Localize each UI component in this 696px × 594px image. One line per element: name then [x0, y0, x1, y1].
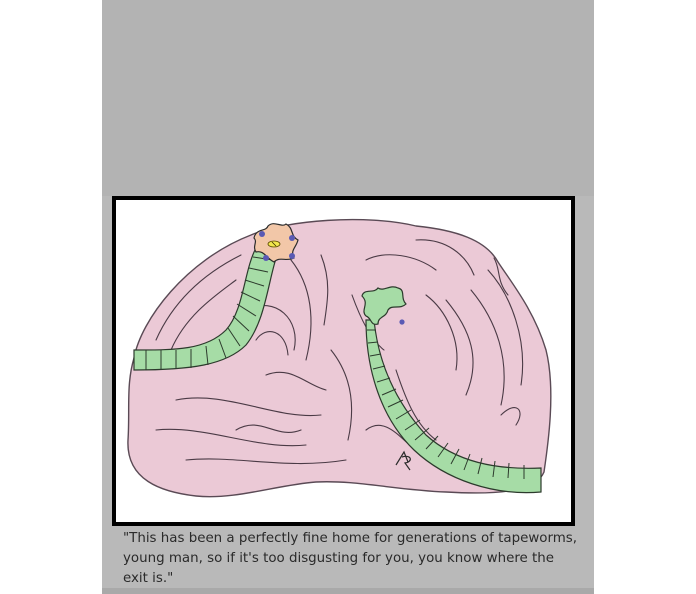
artist-signature — [395, 450, 411, 471]
young-tapeworm-drawing — [361, 286, 542, 494]
gray-top-band — [102, 0, 594, 196]
intestine-folds — [155, 239, 524, 465]
bottom-divider — [102, 588, 594, 594]
cartoon-illustration — [127, 218, 552, 498]
cartoon-caption: "This has been a perfectly fine home for… — [123, 531, 578, 586]
intestine-illustration — [127, 218, 552, 498]
cartoon-frame — [112, 196, 575, 526]
old-tapeworm-drawing — [133, 223, 299, 371]
